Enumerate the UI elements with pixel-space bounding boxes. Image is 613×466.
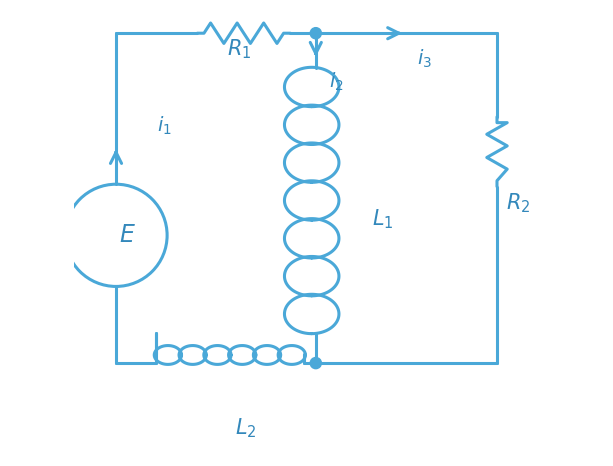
Text: $L_2$: $L_2$ xyxy=(235,416,257,440)
Circle shape xyxy=(310,357,321,369)
Circle shape xyxy=(310,27,321,39)
Text: $i_2$: $i_2$ xyxy=(329,71,344,93)
Text: $i_3$: $i_3$ xyxy=(417,48,432,70)
Text: $R_1$: $R_1$ xyxy=(227,38,251,61)
Text: $E$: $E$ xyxy=(119,223,136,247)
Text: $R_2$: $R_2$ xyxy=(506,191,530,215)
Text: $i_1$: $i_1$ xyxy=(158,115,172,137)
Text: $L_1$: $L_1$ xyxy=(373,207,394,231)
